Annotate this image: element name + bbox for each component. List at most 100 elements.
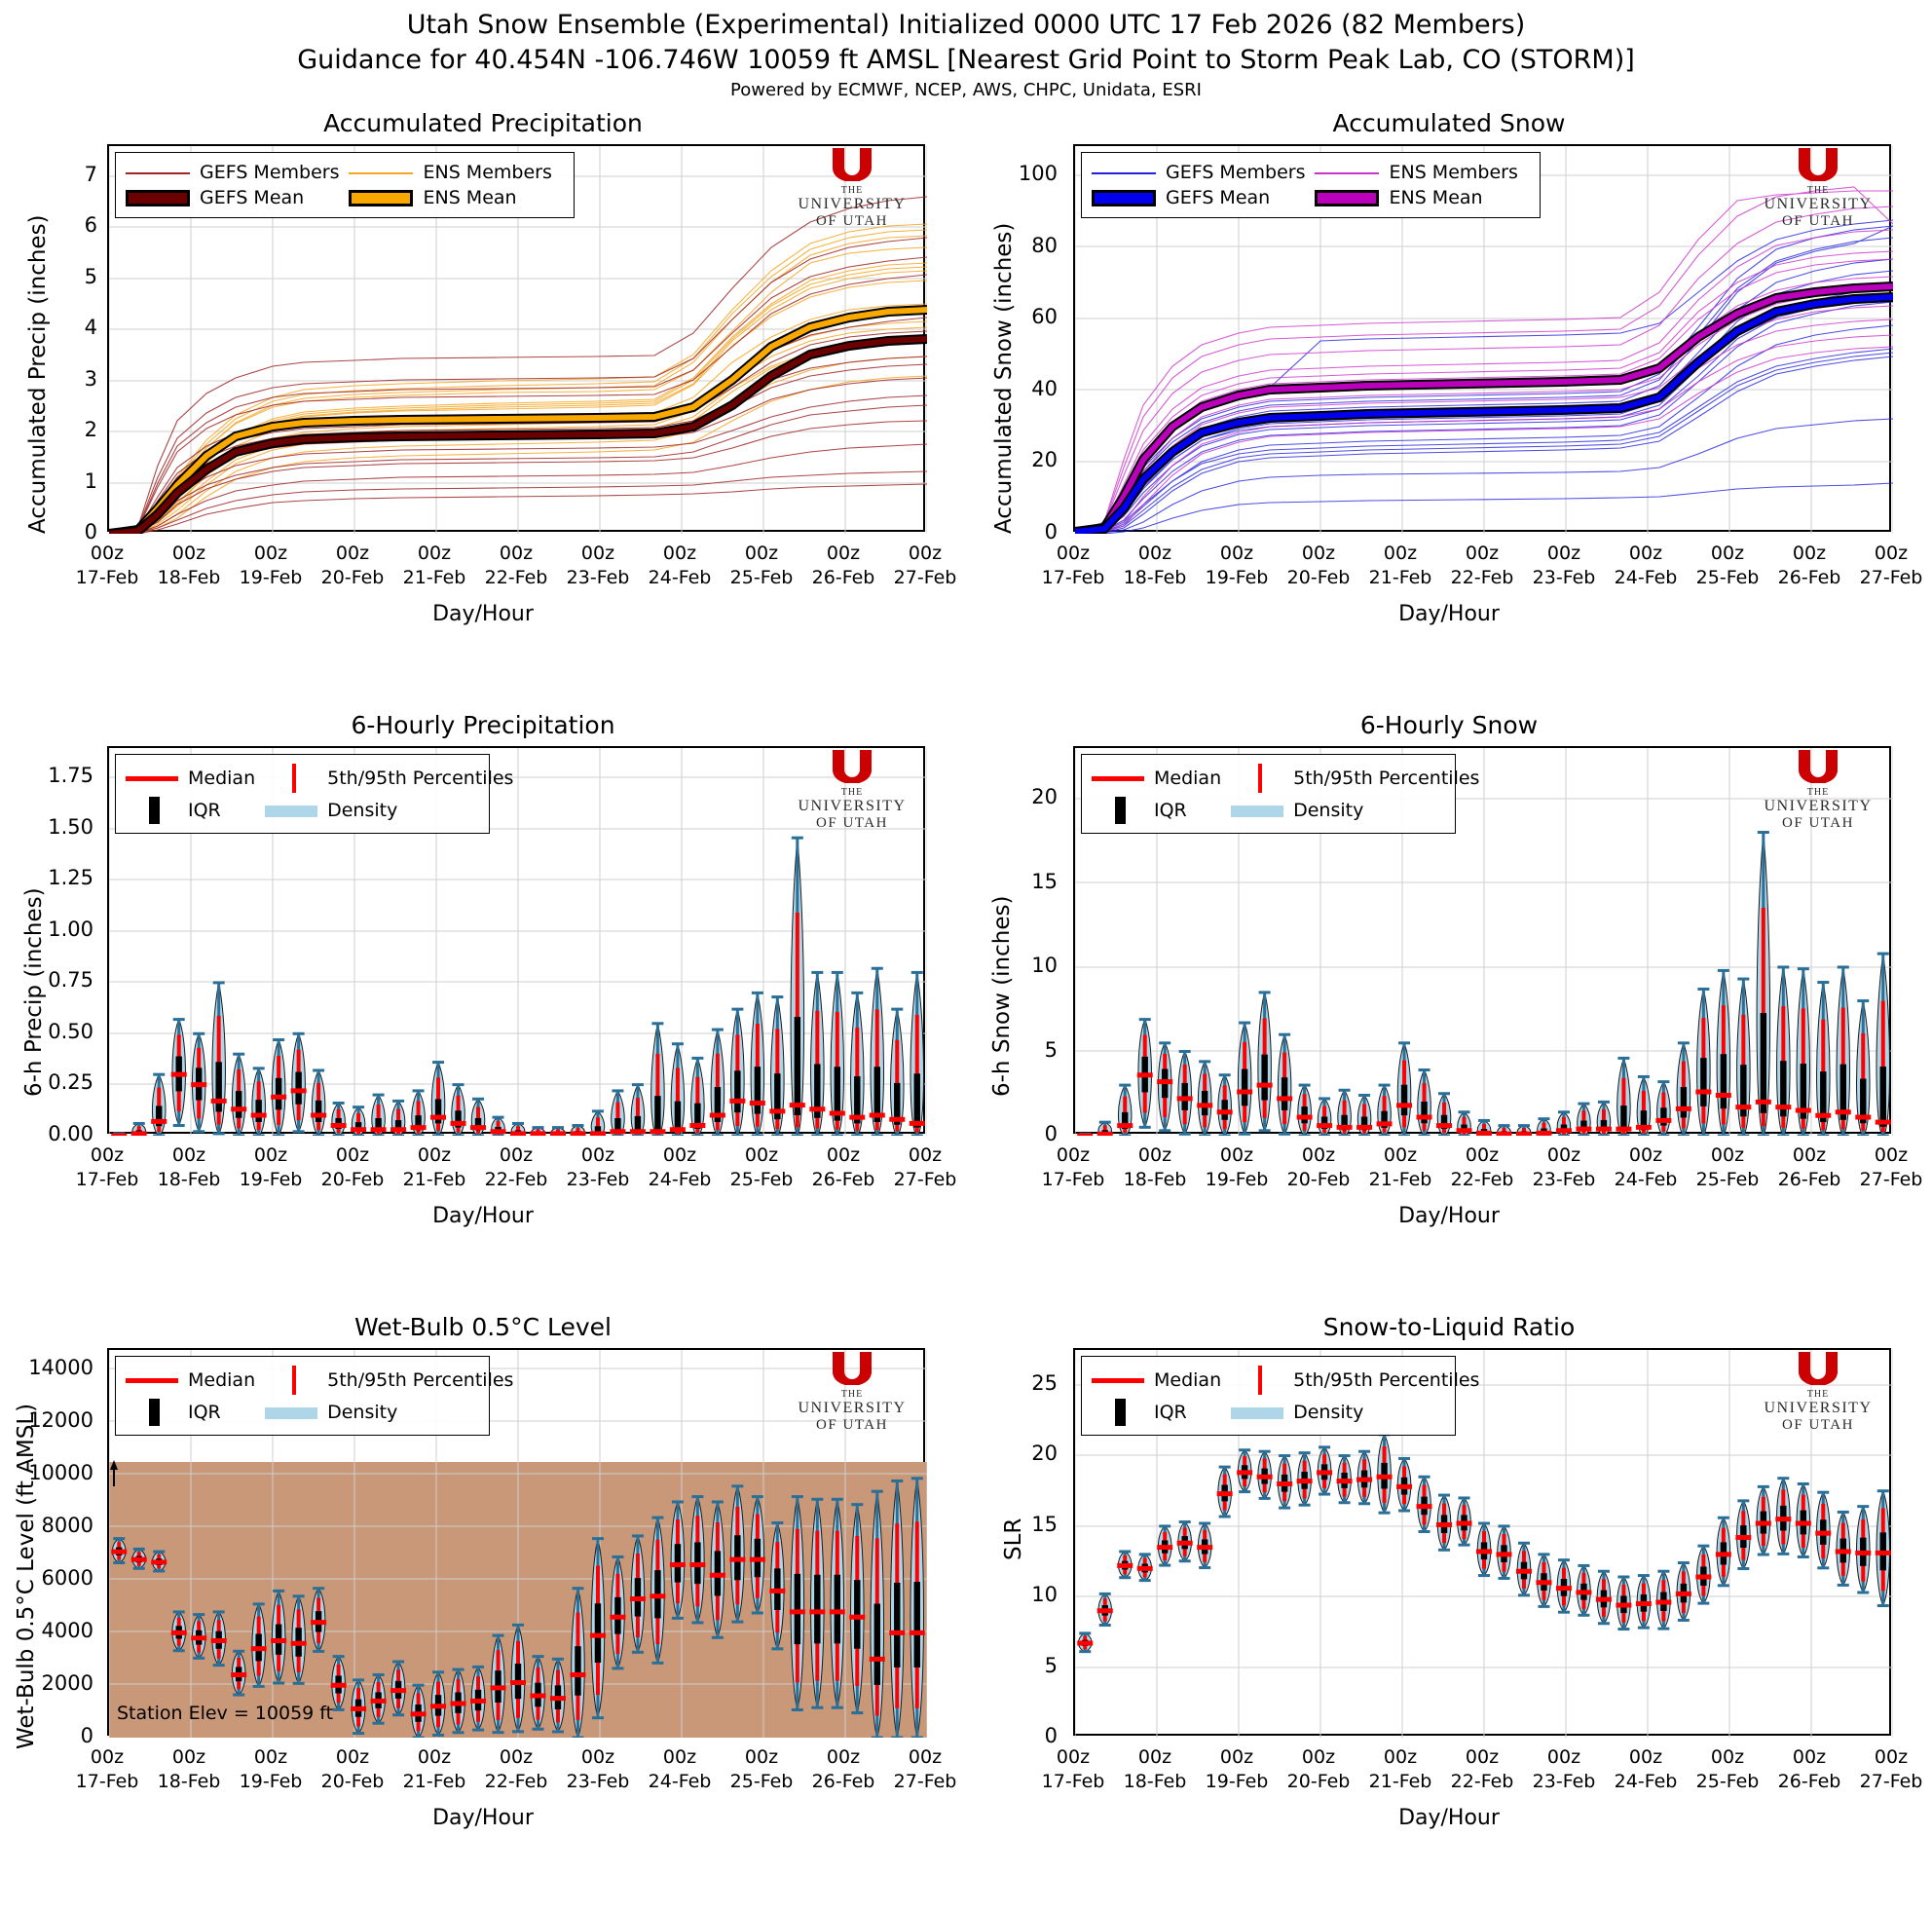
violin-iqr-box <box>674 1101 682 1132</box>
chart-header: Utah Snow Ensemble (Experimental) Initia… <box>0 0 1932 103</box>
logo-line-3: OF UTAH <box>816 213 888 229</box>
legend-swatch-density <box>265 1397 327 1428</box>
x-axis-label: Day/Hour <box>1398 1204 1500 1228</box>
logo-line-2: UNIVERSITY <box>1764 1400 1873 1416</box>
ens-mean-snow-line <box>1075 283 1893 534</box>
x-axis-label: Day/Hour <box>1398 602 1500 626</box>
violin-iqr-box <box>1879 1067 1886 1127</box>
ens-mean-line <box>109 307 927 534</box>
violin-iqr-box <box>854 1075 861 1124</box>
legend-label-percentiles: 5th/95th Percentiles <box>1293 1369 1480 1391</box>
violin-iqr-box <box>654 1096 661 1134</box>
violin-iqr-box <box>1261 1054 1268 1101</box>
panel-title: Snow-to-Liquid Ratio <box>1322 1313 1576 1341</box>
legend-violin-precip: Median 5th/95th Percentiles IQR Density <box>115 754 513 834</box>
legend-swatch-density <box>1231 1397 1293 1428</box>
legend-label-iqr: IQR <box>188 1402 221 1423</box>
violin-iqr-box <box>1580 1120 1587 1132</box>
legend-label-percentiles: 5th/95th Percentiles <box>1293 768 1480 789</box>
legend-swatch-gefs-mean <box>126 185 200 210</box>
violin-iqr-box <box>794 1573 801 1645</box>
violin-iqr-box <box>394 1120 402 1132</box>
logo-line-2: UNIVERSITY <box>1764 798 1873 814</box>
violin-iqr-box <box>1440 1114 1448 1130</box>
legend-violin-snow: Median 5th/95th Percentiles IQR Density <box>1081 754 1479 834</box>
university-of-utah-logo: THE UNIVERSITY OF UTAH <box>1745 1350 1891 1433</box>
logo-line-1: THE <box>840 1389 864 1400</box>
sixhr-snow-svg <box>1075 748 1893 1136</box>
violin-iqr-box <box>1600 1119 1608 1132</box>
plot-area <box>1073 1348 1893 1738</box>
xtick-day: 17-Feb <box>75 567 139 588</box>
violin-iqr-box <box>894 1082 901 1125</box>
legend-label-iqr: IQR <box>1154 1402 1187 1423</box>
violin-group-snow <box>1077 831 1891 1136</box>
legend-swatch-gefs-members <box>1092 160 1166 185</box>
violin-group-slr <box>1077 1433 1891 1654</box>
legend-swatch-gefs-members <box>126 160 200 185</box>
legend-label-percentiles: 5th/95th Percentiles <box>327 1369 514 1391</box>
wetbulb-svg <box>109 1350 927 1738</box>
legend-label-ens-members: ENS Members <box>1389 162 1518 183</box>
logo-line-1: THE <box>1806 185 1830 196</box>
violin-iqr-box <box>375 1117 382 1132</box>
legend-label-median: Median <box>188 768 256 789</box>
violin-iqr-box <box>614 1117 621 1134</box>
xtick-hour: 00z <box>90 543 125 564</box>
utah-u-icon <box>1799 148 1838 182</box>
legend-ensemble-snow: GEFS Members ENS Members GEFS Mean ENS M… <box>1081 152 1541 218</box>
violin-iqr-box <box>1720 1054 1728 1109</box>
legend-label-percentiles: 5th/95th Percentiles <box>327 768 514 789</box>
violin-iqr-box <box>255 1100 262 1122</box>
logo-line-3: OF UTAH <box>1782 213 1854 229</box>
violin-iqr-box <box>415 1115 422 1131</box>
legend-violin-slr: Median 5th/95th Percentiles IQR Density <box>1081 1356 1479 1436</box>
violin-iqr-box <box>1381 1110 1388 1128</box>
legend-label-ens-mean: ENS Mean <box>1389 187 1483 208</box>
violin-iqr-box <box>235 1091 242 1118</box>
gefs-mean-snow-line <box>1075 294 1893 534</box>
legend-swatch-gefs-mean <box>1092 185 1166 210</box>
legend-label-density: Density <box>1293 800 1364 821</box>
logo-line-1: THE <box>1806 787 1830 798</box>
panel-snow-to-liquid-ratio: Snow-to-Liquid Ratio <box>966 1309 1932 1911</box>
legend-swatch-iqr <box>126 795 188 826</box>
legend-label-iqr: IQR <box>1154 800 1187 821</box>
legend-label-gefs-members: GEFS Members <box>200 162 340 183</box>
legend-label-gefs-members: GEFS Members <box>1166 162 1306 183</box>
violin-iqr-box <box>634 1115 642 1134</box>
legend-swatch-percentiles <box>1231 762 1293 795</box>
legend-swatch-median <box>126 1364 188 1397</box>
panel-6hourly-precipitation: 6-Hourly Precipitation <box>0 707 966 1309</box>
gefs-mean-line <box>109 336 927 534</box>
legend-swatch-iqr <box>1092 795 1154 826</box>
y-axis-label: 6-h Snow (inches) <box>989 895 1015 1097</box>
violin-iqr-box <box>1800 1064 1807 1119</box>
legend-violin-wetbulb: Median 5th/95th Percentiles IQR Density <box>115 1356 513 1436</box>
violin-iqr-box <box>1400 1084 1408 1116</box>
violin-group-wetbulb <box>111 1477 925 1738</box>
legend-label-gefs-mean: GEFS Mean <box>200 187 305 208</box>
utah-u-icon <box>833 1352 872 1386</box>
x-axis-label: Day/Hour <box>432 602 534 626</box>
logo-line-3: OF UTAH <box>1782 815 1854 831</box>
violin-iqr-box <box>913 1073 920 1128</box>
elev-arrow-icon <box>110 1460 118 1470</box>
logo-line-3: OF UTAH <box>1782 1417 1854 1433</box>
violin-group-precip <box>111 836 925 1136</box>
violin-iqr-box <box>315 1100 322 1122</box>
panel-title: Accumulated Snow <box>1332 109 1566 137</box>
violin-iqr-box <box>1860 1078 1867 1124</box>
legend-label-median: Median <box>188 1369 256 1391</box>
panel-title: Accumulated Precipitation <box>323 109 643 137</box>
utah-u-icon <box>833 750 872 784</box>
violin-iqr-box <box>215 1062 222 1112</box>
violin-iqr-box <box>1780 1061 1787 1117</box>
legend-swatch-ens-members <box>349 160 423 185</box>
violin-iqr-box <box>594 1126 602 1135</box>
slr-svg <box>1075 1350 1893 1738</box>
legend-swatch-median <box>1092 1364 1154 1397</box>
logo-line-2: UNIVERSITY <box>798 1400 907 1416</box>
utah-u-icon <box>833 148 872 182</box>
logo-line-1: THE <box>840 787 864 798</box>
